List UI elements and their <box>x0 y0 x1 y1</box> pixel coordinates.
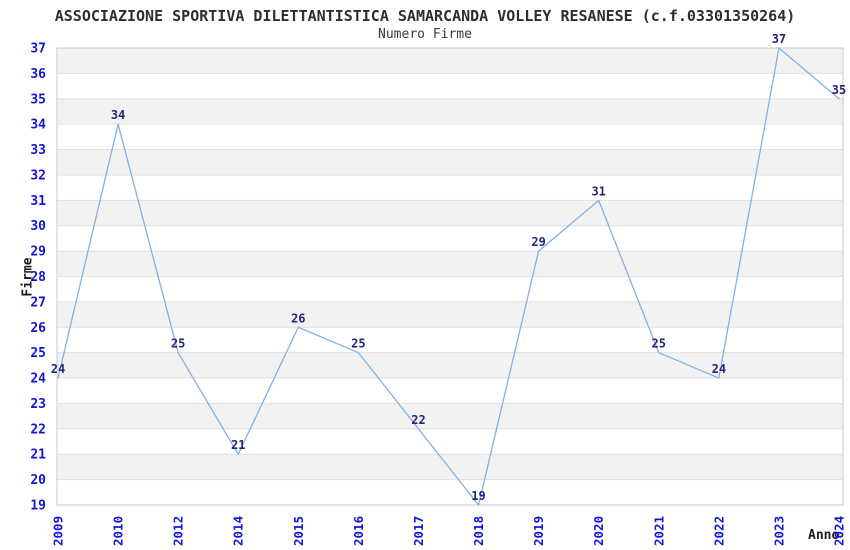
point-label: 24 <box>51 362 65 376</box>
x-tick-label: 2021 <box>651 516 666 546</box>
y-tick-label: 33 <box>30 143 46 158</box>
point-label: 26 <box>291 311 305 325</box>
x-tick-label: 2009 <box>51 516 66 546</box>
y-tick-label: 21 <box>30 448 46 463</box>
x-tick-label: 2018 <box>471 516 486 546</box>
point-label: 37 <box>772 32 786 46</box>
point-label: 29 <box>531 235 545 249</box>
x-tick-label: 2017 <box>411 516 426 546</box>
point-label: 25 <box>351 337 365 351</box>
chart-title: ASSOCIAZIONE SPORTIVA DILETTANTISTICA SA… <box>54 7 796 25</box>
data-line <box>57 47 840 506</box>
y-tick-label: 24 <box>30 372 46 387</box>
y-tick-label: 25 <box>30 346 46 361</box>
band-stripe <box>57 251 843 277</box>
y-tick-label: 28 <box>30 270 46 285</box>
band-stripes <box>57 48 843 480</box>
point-label: 25 <box>171 337 185 351</box>
y-tick-label: 26 <box>30 321 46 336</box>
y-tick-label: 20 <box>30 473 46 488</box>
y-tick-label: 34 <box>30 118 46 133</box>
point-label: 25 <box>652 337 666 351</box>
x-tick-label: 2023 <box>771 516 786 546</box>
x-tick-labels: 2009 2010 2012 2014 2015 2016 2017 2018 2019 2020… <box>51 516 847 546</box>
y-tick-label: 22 <box>30 422 46 437</box>
x-axis-title: Anno <box>808 528 840 543</box>
band-stripe <box>57 403 843 429</box>
band-stripe <box>57 301 843 328</box>
x-tick-label: 2020 <box>591 516 606 546</box>
y-tick-label: 29 <box>30 245 46 260</box>
y-tick-labels: 19 20 21 22 23 24 25 26 27 28 29 30 31 32 33 34 35 36 37 <box>30 42 46 514</box>
band-stripe <box>57 200 843 226</box>
y-tick-label: 31 <box>30 194 46 209</box>
y-tick-label: 27 <box>30 295 46 310</box>
gridlines <box>57 72 843 481</box>
point-label: 35 <box>832 83 846 97</box>
x-tick-label: 2016 <box>351 516 366 546</box>
y-tick-label: 37 <box>30 42 46 57</box>
band-stripe <box>57 149 843 175</box>
band-stripe <box>57 98 843 125</box>
band-stripe <box>57 454 843 480</box>
x-tick-label: 2014 <box>231 516 246 546</box>
y-tick-label: 32 <box>30 168 46 183</box>
point-labels: 24 34 25 21 26 25 22 19 29 31 25 24 37 35 <box>51 32 846 503</box>
point-label: 34 <box>111 108 125 122</box>
x-tick-label: 2015 <box>291 516 306 546</box>
band-stripe <box>57 48 843 74</box>
point-label: 21 <box>231 438 245 452</box>
y-tick-label: 23 <box>30 397 46 412</box>
x-tick-label: 2019 <box>531 516 546 546</box>
x-tick-label: 2012 <box>171 516 186 546</box>
point-label: 19 <box>471 489 485 503</box>
y-tick-label: 30 <box>30 219 46 234</box>
chart-subtitle: Numero Firme <box>378 27 472 42</box>
point-label: 24 <box>712 362 726 376</box>
x-tick-label: 2010 <box>111 516 126 546</box>
y-tick-label: 36 <box>30 67 46 82</box>
point-label: 31 <box>591 184 605 198</box>
plot-border <box>56 47 844 506</box>
y-tick-label: 19 <box>30 499 46 514</box>
y-tick-label: 35 <box>30 92 46 107</box>
point-label: 22 <box>411 413 425 427</box>
x-tick-label: 2022 <box>711 516 726 546</box>
band-stripe <box>57 352 843 379</box>
x-tick-label: 2024 <box>832 516 847 546</box>
